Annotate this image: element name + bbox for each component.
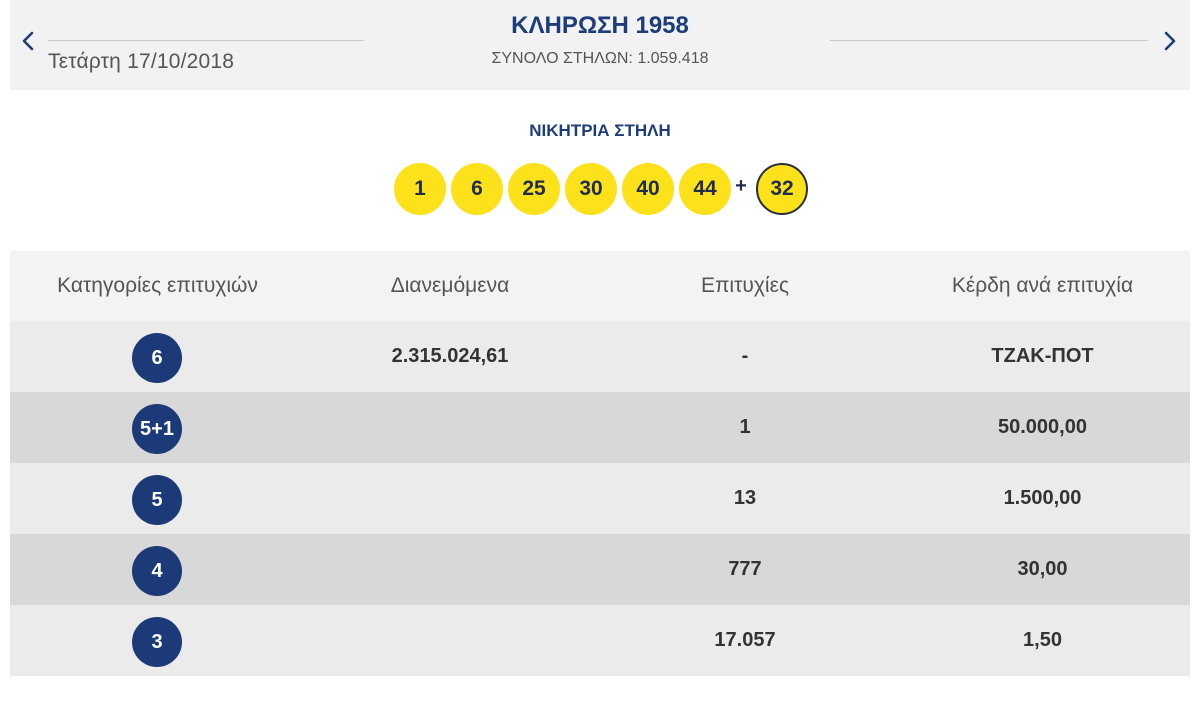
- category-badge: 5: [132, 475, 182, 525]
- ball-number: 1: [394, 163, 446, 215]
- ball-number: 30: [565, 163, 617, 215]
- table-row: 5+1 1 50.000,00: [10, 392, 1190, 463]
- total-columns: ΣΥΝΟΛΟ ΣΤΗΛΩΝ: 1.059.418: [491, 50, 709, 67]
- winners-count: 13: [733, 487, 757, 509]
- divider-right: [830, 40, 1148, 41]
- prize-amount: 50.000,00: [998, 416, 1087, 438]
- ball-number: 40: [622, 163, 674, 215]
- prize-amount: 1.500,00: [1003, 487, 1082, 509]
- table-header: Κατηγορίες επιτυχιών Διανεμόμενα Επιτυχί…: [10, 251, 1190, 321]
- chevron-left-icon[interactable]: [18, 26, 40, 56]
- distributed-amount: [305, 534, 595, 605]
- header-prize: Κέρδη ανά επιτυχία: [951, 274, 1134, 297]
- divider-left: [48, 40, 364, 41]
- category-badge: 3: [132, 617, 182, 667]
- ball-number: 44: [679, 163, 731, 215]
- table-row: 4 777 30,00: [10, 534, 1190, 605]
- header-categories: Κατηγορίες επιτυχιών: [57, 274, 258, 297]
- draw-header: Τετάρτη 17/10/2018 ΚΛΗΡΩΣΗ 1958 ΣΥΝΟΛΟ Σ…: [10, 0, 1190, 90]
- winning-numbers: 1 6 25 30 40 44 + 32: [0, 163, 1200, 217]
- header-winners: Επιτυχίες: [700, 274, 790, 297]
- chevron-right-icon[interactable]: [1158, 26, 1180, 56]
- winning-column-label: ΝΙΚΗΤΡΙΑ ΣΤΗΛΗ: [529, 121, 671, 140]
- winners-count: 17.057: [714, 629, 776, 651]
- table-row: 3 17.057 1,50: [10, 605, 1190, 676]
- distributed-amount: [305, 605, 595, 676]
- distributed-amount: 2.315.024,61: [391, 345, 509, 367]
- prize-amount: ΤΖΑΚ-ΠΟΤ: [991, 345, 1094, 367]
- ball-number: 6: [451, 163, 503, 215]
- joker-ball: 32: [756, 163, 808, 215]
- prize-amount: 1,50: [1023, 629, 1062, 651]
- prize-table: Κατηγορίες επιτυχιών Διανεμόμενα Επιτυχί…: [10, 251, 1190, 676]
- table-row: 6 2.315.024,61 - ΤΖΑΚ-ΠΟΤ: [10, 321, 1190, 392]
- winners-count: -: [741, 345, 749, 367]
- draw-title: ΚΛΗΡΩΣΗ 1958: [511, 12, 689, 39]
- ball-number: 25: [508, 163, 560, 215]
- prize-amount: 30,00: [1017, 558, 1068, 580]
- category-badge: 5+1: [132, 404, 182, 454]
- table-row: 5 13 1.500,00: [10, 463, 1190, 534]
- winners-count: 777: [728, 558, 762, 580]
- plus-sign: +: [735, 175, 747, 197]
- header-distributed: Διανεμόμενα: [390, 274, 510, 297]
- category-badge: 6: [132, 333, 182, 383]
- distributed-amount: [305, 392, 595, 463]
- winners-count: 1: [739, 416, 751, 438]
- category-badge: 4: [132, 546, 182, 596]
- draw-date: Τετάρτη 17/10/2018: [48, 50, 235, 73]
- distributed-amount: [305, 463, 595, 534]
